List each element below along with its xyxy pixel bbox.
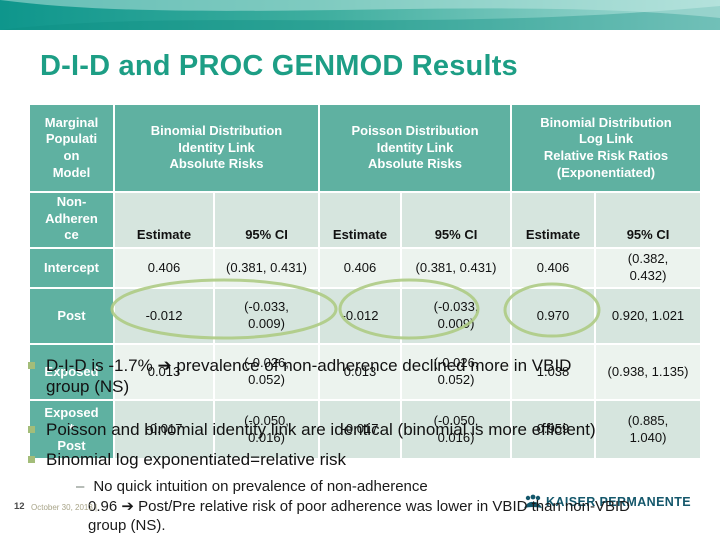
subheader-cell: Estimate xyxy=(510,191,597,249)
table-cell: -0.017 xyxy=(113,399,215,460)
row-label: Exposed xyxy=(28,343,115,401)
sub-bullet-text: No quick intuition on prevalence of non-… xyxy=(93,478,428,495)
page-title: D-I-D and PROC GENMOD Results xyxy=(40,50,518,82)
square-bullet-icon xyxy=(28,362,35,369)
dash-bullet-icon: – xyxy=(76,478,85,495)
page-number: 12 xyxy=(14,501,25,512)
subheader-cell: Estimate xyxy=(113,191,215,249)
table-header-row: Marginal Populati on Model Binomial Dist… xyxy=(28,103,703,193)
table-subheader-row: Non- Adheren ce Estimate 95% CI Estimate… xyxy=(28,191,703,249)
people-icon xyxy=(524,494,542,508)
banner-wave xyxy=(0,0,720,30)
row-label: Post xyxy=(28,287,115,345)
square-bullet-icon xyxy=(28,456,35,463)
subheader-cell: 95% CI xyxy=(594,191,703,249)
table-row-intercept: Intercept 0.406 (0.381, 0.431) 0.406 (0.… xyxy=(28,247,703,289)
table-cell: 0.970 xyxy=(510,287,597,345)
bullet-relative-risk: Binomial log exponentiated=relative risk xyxy=(28,449,678,470)
bullet-text: Binomial log exponentiated=relative risk xyxy=(46,450,347,469)
table-cell: -0.017 xyxy=(318,399,403,460)
table-cell: -0.012 xyxy=(113,287,215,345)
table-cell: 0.013 xyxy=(318,343,403,401)
table-row-exposed-post: Exposed * Post -0.017 (-0.050, 0.016) -0… xyxy=(28,399,703,460)
table-cell: (0.885, 1.040) xyxy=(594,399,703,460)
subheader-cell: 95% CI xyxy=(212,191,321,249)
table-cell: (-0.050, 0.016) xyxy=(212,399,321,460)
corner-subheader-cell: Non- Adheren ce xyxy=(28,191,115,249)
bullet-did: D-I-D is -1.7% ➔ prevalence of non-adher… xyxy=(28,355,678,397)
logo-text: KAISER PERMANENTE xyxy=(546,495,692,509)
bullet-text: D-I-D is -1.7% ➔ prevalence of non-adher… xyxy=(46,356,572,396)
table-cell: 0.959 xyxy=(510,399,597,460)
kaiser-permanente-logo: KAISER PERMANENTE xyxy=(523,494,691,510)
bullet-identical: Poisson and binomial identity link are i… xyxy=(28,419,718,440)
sub-bullet-text: 0.96 ➔ Post/Pre relative risk of poor ad… xyxy=(88,498,630,534)
corner-header-cell: Marginal Populati on Model xyxy=(28,103,115,193)
table-cell: (0.938, 1.135) xyxy=(594,343,703,401)
row-label: Intercept xyxy=(28,247,115,289)
table-cell: -0.012 xyxy=(318,287,403,345)
table-row-exposed: Exposed 0.013 (-0.026, 0.052) 0.013 (-0.… xyxy=(28,343,703,401)
table-cell: 0.013 xyxy=(113,343,215,401)
subheader-cell: 95% CI xyxy=(400,191,513,249)
table-cell: (0.381, 0.431) xyxy=(400,247,513,289)
table-cell: 1.038 xyxy=(510,343,597,401)
table-cell: (-0.026, 0.052) xyxy=(212,343,321,401)
table-cell: 0.920, 1.021 xyxy=(594,287,703,345)
table-cell: (0.382, 0.432) xyxy=(594,247,703,289)
square-bullet-icon xyxy=(28,426,35,433)
sub-bullet-rr: 0.96 ➔ Post/Pre relative risk of poor ad… xyxy=(88,497,703,535)
bullet-text: Poisson and binomial identity link are i… xyxy=(46,420,596,439)
table-cell: (-0.033, 0.009) xyxy=(400,287,513,345)
results-table: Marginal Populati on Model Binomial Dist… xyxy=(28,103,703,460)
sub-bullet-intuition: – No quick intuition on prevalence of non… xyxy=(76,477,428,496)
group-header-binomial-identity: Binomial Distribution Identity Link Abso… xyxy=(112,103,321,193)
table-cell: (-0.026, 0.052) xyxy=(400,343,513,401)
subheader-cell: Estimate xyxy=(318,191,403,249)
group-header-poisson-identity: Poisson Distribution Identity Link Absol… xyxy=(318,103,513,193)
table-cell: 0.406 xyxy=(318,247,403,289)
table-cell: (-0.033, 0.009) xyxy=(212,287,321,345)
table-row-post: Post -0.012 (-0.033, 0.009) -0.012 (-0.0… xyxy=(28,287,703,345)
table-cell: (-0.050, 0.016) xyxy=(400,399,513,460)
table-cell: 0.406 xyxy=(510,247,597,289)
table-cell: 0.406 xyxy=(113,247,215,289)
group-header-binomial-log: Binomial Distribution Log Link Relative … xyxy=(510,103,703,193)
footer-date: October 30, 2013 | xyxy=(31,503,98,512)
table-cell: (0.381, 0.431) xyxy=(212,247,321,289)
row-label: Exposed * Post xyxy=(28,399,115,460)
